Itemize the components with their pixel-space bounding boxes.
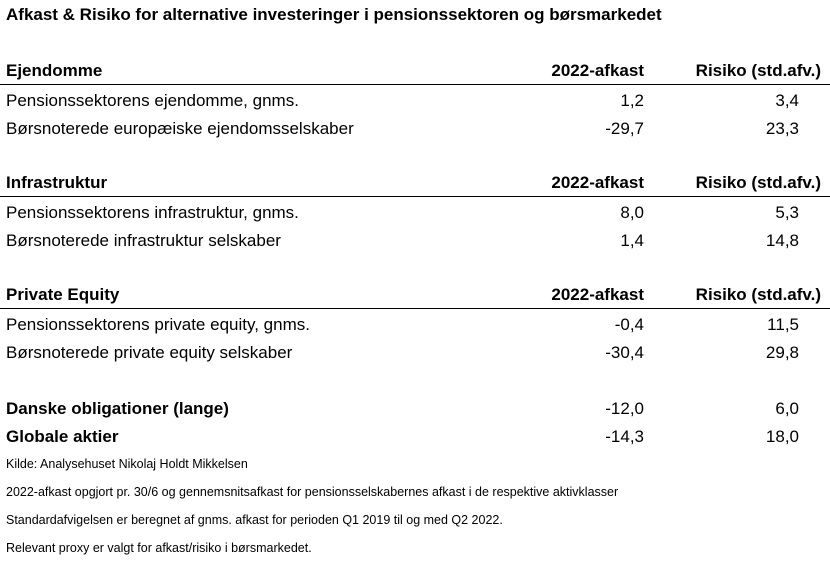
footnote: 2022-afkast opgjort pr. 30/6 og gennemsn… (6, 485, 619, 499)
table-title: Afkast & Risiko for alternative invester… (6, 5, 662, 24)
row-label: Børsnoterede private equity selskaber (6, 343, 293, 362)
row-label: Børsnoterede europæiske ejendomsselskabe… (6, 119, 354, 138)
afkast-value: 1,4 (620, 231, 644, 250)
table-row: Børsnoterede europæiske ejendomsselskabe… (0, 114, 830, 142)
column-header-afkast: 2022-afkast (551, 61, 644, 80)
risiko-value: 11,5 (767, 315, 799, 334)
risiko-value: 3,4 (775, 91, 799, 110)
risiko-value: 14,8 (765, 231, 799, 250)
section-label: Private Equity (6, 285, 120, 304)
section-header-private-equity: Private Equity 2022-afkast Risiko (std.a… (0, 280, 830, 309)
source-note: Kilde: Analysehuset Nikolaj Holdt Mikkel… (6, 457, 248, 471)
section-header-infrastruktur: Infrastruktur 2022-afkast Risiko (std.af… (0, 168, 830, 197)
column-header-afkast: 2022-afkast (551, 173, 644, 192)
column-header-risiko: Risiko (std.afv.) (695, 173, 821, 192)
row-label: Globale aktier (6, 427, 119, 446)
table-row: Børsnoterede private equity selskaber -3… (0, 338, 830, 366)
risiko-value: 18,0 (765, 427, 799, 446)
row-label: Børsnoterede infrastruktur selskaber (6, 231, 281, 250)
afkast-value: -0,4 (614, 315, 644, 334)
section-label: Infrastruktur (6, 173, 108, 192)
table-row: Pensionssektorens ejendomme, gnms. 1,2 3… (0, 86, 830, 114)
table-row: Pensionssektorens infrastruktur, gnms. 8… (0, 198, 830, 226)
footnote: Standardafvigelsen er beregnet af gnms. … (6, 513, 503, 527)
row-label: Pensionssektorens infrastruktur, gnms. (6, 203, 299, 222)
afkast-value: 1,2 (620, 91, 644, 110)
afkast-value: -14,3 (605, 427, 644, 446)
section-label: Ejendomme (6, 61, 103, 80)
afkast-value: 8,0 (620, 203, 644, 222)
risiko-value: 5,3 (775, 203, 799, 222)
column-header-afkast: 2022-afkast (551, 285, 644, 304)
risiko-value: 23,3 (765, 119, 799, 138)
section-header-ejendomme: Ejendomme 2022-afkast Risiko (std.afv.) (0, 56, 830, 85)
row-label: Pensionssektorens ejendomme, gnms. (6, 91, 299, 110)
risiko-value: 6,0 (775, 399, 799, 418)
afkast-value: -30,4 (605, 343, 644, 362)
footnote: Relevant proxy er valgt for afkast/risik… (6, 541, 312, 555)
column-header-risiko: Risiko (std.afv.) (695, 285, 821, 304)
table-row: Børsnoterede infrastruktur selskaber 1,4… (0, 226, 830, 254)
table-row: Pensionssektorens private equity, gnms. … (0, 310, 830, 338)
afkast-value: -12,0 (605, 399, 644, 418)
row-label: Pensionssektorens private equity, gnms. (6, 315, 310, 334)
summary-row-globale-aktier: Globale aktier -14,3 18,0 (0, 422, 830, 450)
afkast-value: -29,7 (605, 119, 644, 138)
summary-row-danske-obligationer: Danske obligationer (lange) -12,0 6,0 (0, 394, 830, 422)
row-label: Danske obligationer (lange) (6, 399, 229, 418)
risiko-value: 29,8 (765, 343, 799, 362)
column-header-risiko: Risiko (std.afv.) (695, 61, 821, 80)
